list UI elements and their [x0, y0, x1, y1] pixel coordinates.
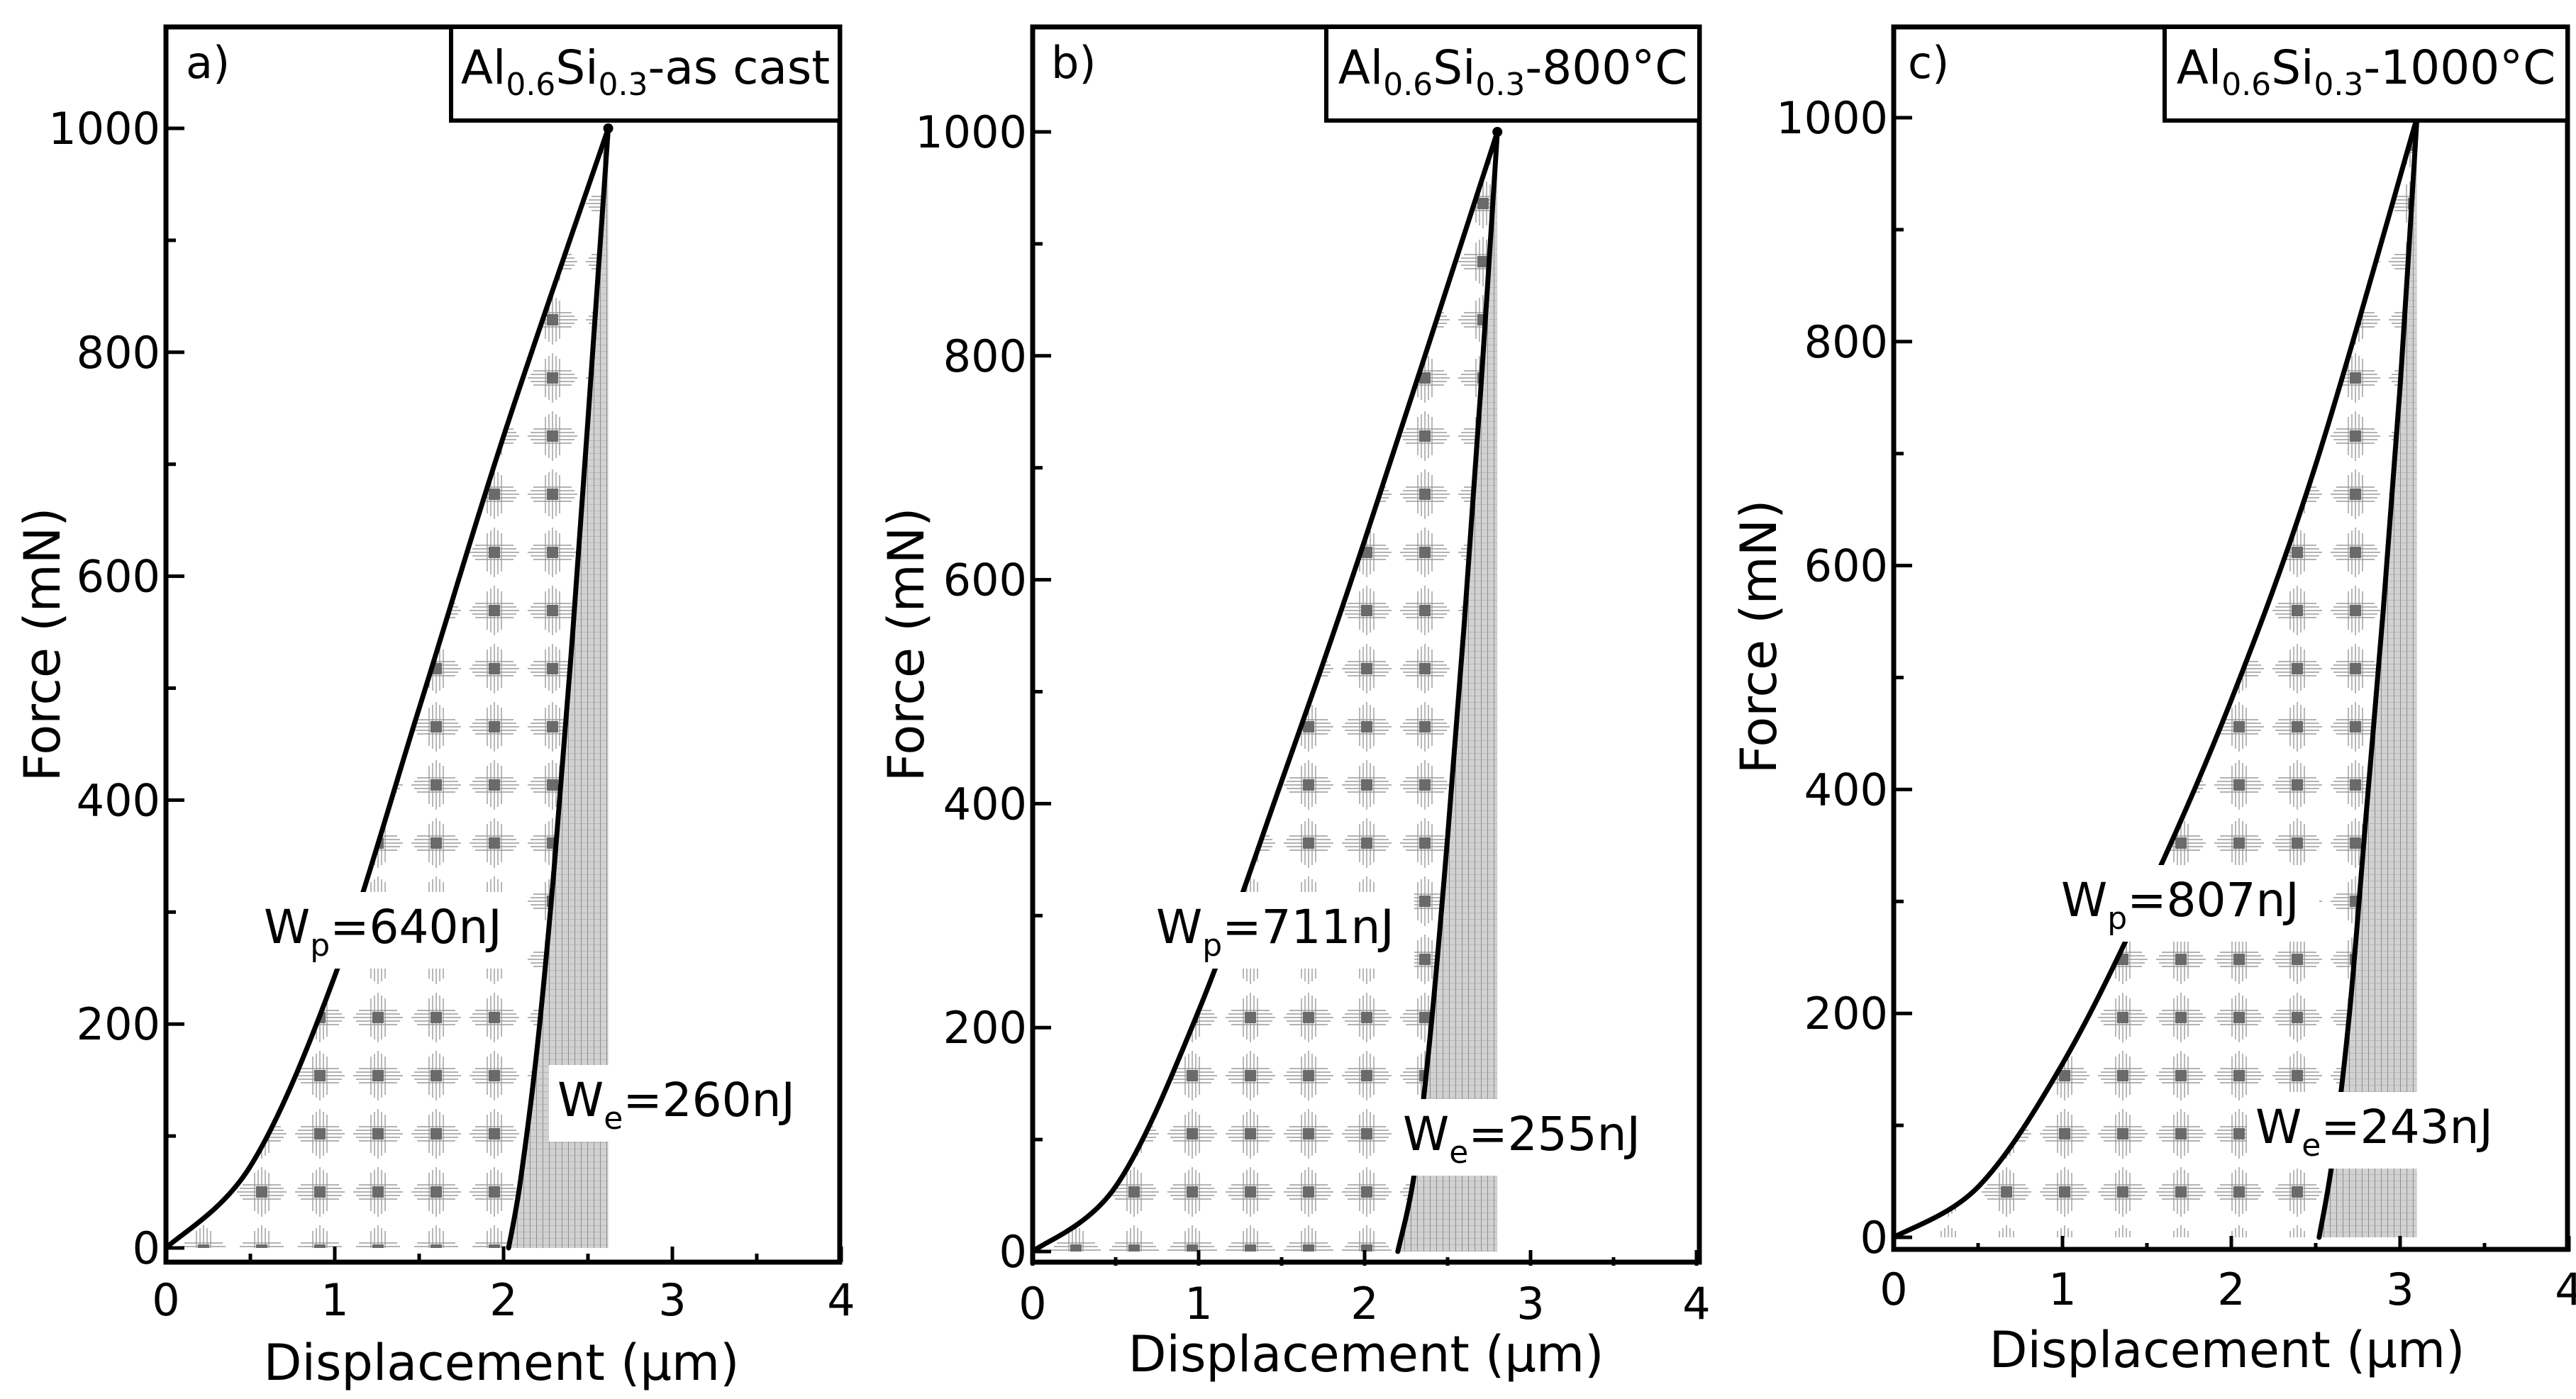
we-annotation: We=255nJ [1403, 1107, 1640, 1171]
we-area [2319, 118, 2417, 1237]
x-tick-label: 2 [1350, 1278, 1378, 1330]
x-axis-label: Displacement (μm) [1989, 1321, 2465, 1379]
sample-title: Al0.6Si0.3-800°C [1338, 40, 1688, 103]
x-tick-label: 0 [152, 1274, 179, 1326]
y-axis-label: Force (mN) [1730, 500, 1788, 774]
x-tick-label: 4 [1682, 1278, 1710, 1330]
we-area [1397, 132, 1498, 1252]
y-tick-label: 0 [133, 1222, 160, 1274]
y-tick-label: 1000 [48, 103, 160, 155]
y-axis-label: Force (mN) [877, 508, 936, 782]
panel-b: 0 1 2 3 4 0 200 400 600 800 1000 b) Al0.6Si0.3-800… [877, 24, 1711, 1383]
x-axis-label: Displacement (μm) [1128, 1325, 1604, 1383]
y-tick-label: 800 [1804, 316, 1888, 368]
wp-label-bg [2053, 865, 2319, 942]
panel-a: 0 1 2 3 4 0 200 400 600 800 1000 a) Al0.6Si0.3-as … [13, 24, 855, 1392]
y-tick-label: 400 [1804, 764, 1888, 815]
y-tick-label: 200 [77, 998, 160, 1050]
x-tick-label: 3 [1516, 1278, 1544, 1330]
wp-area [1894, 118, 2417, 1237]
panel-c: 0 1 2 3 4 0 200 400 600 800 1000 c) Al0.6Si0.3-100… [1730, 24, 2576, 1379]
x-tick-label: 4 [2555, 1264, 2576, 1315]
x-tick-label: 4 [827, 1274, 855, 1326]
sample-box [2163, 25, 2570, 123]
x-tick-label: 2 [489, 1274, 517, 1326]
y-tick-label: 0 [1860, 1212, 1888, 1264]
sample-box [1324, 25, 1701, 123]
x-tick-label: 1 [321, 1274, 348, 1326]
panel-label: a) [186, 37, 230, 89]
wp-area [1033, 132, 1498, 1252]
we-area [509, 128, 609, 1248]
we-label-bg [1394, 1099, 1661, 1176]
we-annotation: We=260nJ [557, 1073, 795, 1137]
sample-title: Al0.6Si0.3-as cast [461, 40, 830, 103]
y-tick-label: 200 [943, 1002, 1027, 1054]
y-tick-label: 400 [943, 778, 1027, 830]
loading-curve [1030, 129, 1500, 1254]
y-tick-label: 800 [943, 330, 1027, 382]
x-tick-label: 1 [1184, 1278, 1212, 1330]
peak-point [1492, 127, 1503, 137]
y-tick-label: 1000 [915, 106, 1027, 158]
peak-point [603, 123, 614, 133]
wp-label-bg [1148, 892, 1414, 969]
x-tick-label: 3 [2386, 1264, 2414, 1315]
loading-curve [163, 126, 611, 1251]
sample-box [449, 25, 842, 123]
x-axis-label: Displacement (μm) [264, 1334, 740, 1392]
y-tick-label: 400 [77, 774, 160, 826]
y-tick-label: 1000 [1776, 92, 1888, 144]
panel-label: b) [1051, 37, 1097, 89]
wp-annotation: Wp=807nJ [2061, 873, 2299, 937]
y-tick-label: 200 [1804, 988, 1888, 1040]
wp-annotation: Wp=640nJ [264, 900, 502, 964]
y-tick-label: 800 [77, 327, 160, 379]
panel-label: c) [1908, 37, 1949, 89]
x-tick-label: 0 [1880, 1264, 1907, 1315]
y-axis-label: Force (mN) [13, 508, 72, 782]
x-tick-label: 1 [2048, 1264, 2076, 1315]
loading-curve [1891, 115, 2420, 1240]
x-tick-label: 2 [2217, 1264, 2245, 1315]
y-tick-label: 600 [77, 551, 160, 603]
wp-annotation: Wp=711nJ [1156, 900, 1394, 964]
x-tick-label: 0 [1018, 1278, 1046, 1330]
x-tick-label: 3 [658, 1274, 686, 1326]
y-tick-label: 600 [1804, 540, 1888, 592]
unloading-curve [506, 126, 611, 1251]
sample-title: Al0.6Si0.3-1000°C [2177, 40, 2556, 103]
we-label-bg [549, 1065, 816, 1142]
y-tick-label: 0 [999, 1226, 1027, 1278]
we-annotation: We=243nJ [2255, 1100, 2493, 1164]
y-tick-label: 600 [943, 554, 1027, 606]
we-label-bg [2247, 1092, 2514, 1169]
wp-label-bg [255, 892, 522, 969]
